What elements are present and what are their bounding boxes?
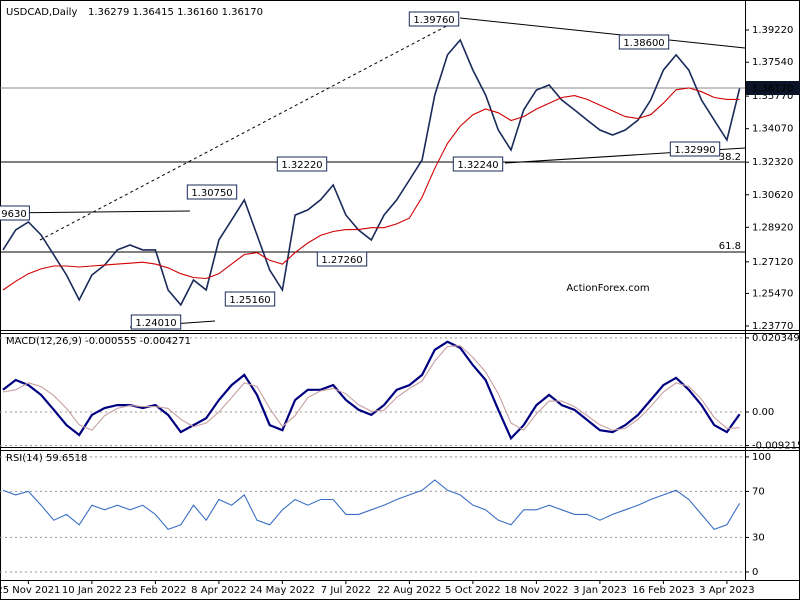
dotted-trend-line — [39, 19, 459, 241]
panel-title: RSI(14) 59.6518 — [6, 453, 87, 464]
y-tick-label: 1.30620 — [752, 190, 793, 201]
x-tick-label: 7 Jul 2022 — [321, 585, 371, 596]
price-label-box — [316, 251, 368, 267]
series-line — [2, 87, 740, 291]
price-label: 1.24010 — [135, 318, 176, 329]
last-price-box — [746, 81, 800, 95]
x-tick-label: 23 Feb 2022 — [124, 585, 186, 596]
price-label: 9630 — [1, 209, 26, 220]
price-label: 1.30750 — [191, 188, 232, 199]
price-label-box — [0, 205, 30, 221]
x-tick-label: 25 Nov 2021 — [0, 585, 60, 596]
fib-label: 38.2 — [719, 152, 741, 163]
last-price-label: 1.36170 — [752, 84, 793, 95]
y-tick-label: 30 — [752, 532, 765, 543]
x-tick-label: 8 Apr 2022 — [191, 585, 246, 596]
trend-line — [459, 17, 746, 49]
panel-title: MACD(12,26,9) -0.000555 -0.004271 — [6, 336, 191, 347]
x-tick-label: 3 Jan 2023 — [573, 585, 627, 596]
series-line — [2, 345, 740, 431]
price-label-box — [669, 141, 721, 157]
y-tick-label: 1.35770 — [752, 91, 793, 102]
y-tick-label: 1.34070 — [752, 124, 793, 135]
series-line — [2, 479, 741, 531]
y-tick-label: 1.32320 — [752, 157, 793, 168]
x-tick-label: 10 Jan 2022 — [62, 585, 122, 596]
y-tick-label: -0.009215 — [752, 441, 800, 452]
y-tick-label: 1.37540 — [752, 57, 793, 68]
y-tick-label: 0.020349 — [752, 333, 800, 344]
price-label-box — [130, 314, 182, 330]
fib-label: 61.8 — [719, 241, 741, 252]
price-label: 1.25160 — [229, 295, 270, 306]
price-label: 1.32240 — [457, 160, 498, 171]
y-tick-label: 70 — [752, 486, 765, 497]
price-label: 1.32990 — [674, 145, 715, 156]
watermark: ActionForex.com — [566, 283, 649, 294]
y-tick-label: 1.28920 — [752, 222, 793, 233]
price-label: 1.38600 — [623, 38, 664, 49]
x-tick-label: 5 Oct 2022 — [445, 585, 500, 596]
series-line — [2, 38, 741, 307]
y-tick-label: 1.25470 — [752, 288, 793, 299]
x-tick-label: 3 Apr 2023 — [699, 585, 754, 596]
x-tick-label: 18 Nov 2022 — [504, 585, 568, 596]
panel-title: USDCAD,Daily — [6, 7, 77, 18]
price-label-box — [224, 291, 276, 307]
price-label-box — [276, 156, 328, 172]
y-tick-label: 100 — [752, 452, 771, 463]
price-label: 1.27260 — [321, 255, 362, 266]
y-tick-label: 0 — [752, 567, 758, 578]
y-tick-label: 0.00 — [752, 407, 774, 418]
plot-area: 1.39220 1.37540 1.35770 1.34070 1.32320 1.306… — [0, 7, 800, 596]
price-label-box — [186, 184, 238, 200]
price-label-box — [618, 34, 670, 50]
price-label: 1.39760 — [413, 15, 454, 26]
price-label-box — [452, 156, 504, 172]
chart-subtitle: 1.36279 1.36415 1.36160 1.36170 — [88, 7, 263, 18]
x-tick-label: 16 Feb 2023 — [632, 585, 694, 596]
y-tick-label: 1.27120 — [752, 257, 793, 268]
y-tick-label: 1.39220 — [752, 25, 793, 36]
price-label: 1.32220 — [281, 160, 322, 171]
x-tick-label: 22 Aug 2022 — [377, 585, 441, 596]
trend-line — [0, 210, 191, 214]
y-tick-label: 1.23770 — [752, 321, 793, 332]
x-tick-label: 24 May 2022 — [250, 585, 315, 596]
price-label-box — [408, 11, 460, 27]
